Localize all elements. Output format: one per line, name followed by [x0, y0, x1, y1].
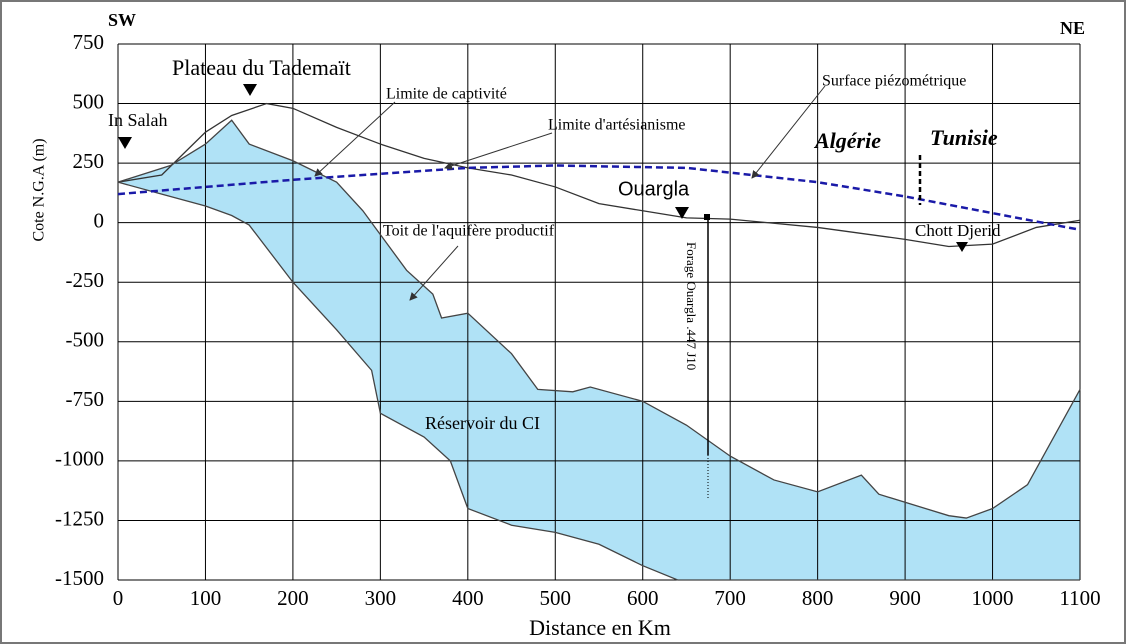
- annotation: NE: [1060, 18, 1085, 38]
- y-tick-label: 0: [94, 208, 105, 232]
- x-tick-label: 900: [889, 586, 921, 610]
- x-tick-label: 1100: [1059, 586, 1100, 610]
- annotation: Forage Ouargla .447 J10: [684, 242, 699, 370]
- annotation: Limite d'artésianisme: [548, 117, 686, 134]
- annotation: In Salah: [108, 110, 167, 130]
- annotation: Algérie: [813, 128, 881, 153]
- x-tick-label: 0: [113, 586, 124, 610]
- y-tick-label: -1500: [55, 566, 104, 590]
- y-tick-label: -500: [66, 328, 105, 352]
- y-tick-label: -250: [66, 268, 105, 292]
- decorations: [118, 84, 968, 500]
- arrow: [409, 245, 459, 301]
- triangle: [956, 242, 968, 252]
- y-tick-label: 500: [73, 89, 105, 113]
- annotation: Limite de captivité: [386, 86, 507, 103]
- arrow: [314, 101, 396, 177]
- y-tick-label: -1000: [55, 447, 104, 471]
- annotation: Tunisie: [930, 125, 998, 150]
- arrow: [751, 85, 826, 179]
- x-axis-label: Distance en Km: [529, 615, 671, 640]
- profile-line: [117, 102, 1081, 248]
- x-tick-label: 400: [452, 586, 484, 610]
- x-tick-label: 1000: [972, 586, 1014, 610]
- piezometric-line: [117, 164, 1081, 232]
- triangle: [675, 207, 689, 219]
- profile-line: [117, 119, 1081, 519]
- annotation: Toit de l'aquifère productif: [383, 223, 555, 240]
- profile-line: [117, 181, 1080, 581]
- y-axis-label: Cote N.G.A (m): [31, 138, 48, 241]
- x-tick-label: 800: [802, 586, 834, 610]
- reservoir-base: [118, 182, 1080, 580]
- x-tick-label: 500: [540, 586, 572, 610]
- triangle: [118, 137, 132, 149]
- triangle: [243, 84, 257, 96]
- well-head: [704, 214, 710, 220]
- annotation: Ouargla: [618, 178, 690, 200]
- y-tick-label: 750: [73, 30, 105, 54]
- annotation: Surface piézométrique: [822, 73, 966, 90]
- y-tick-label: 250: [73, 149, 105, 173]
- x-tick-label: 200: [277, 586, 309, 610]
- arrow: [444, 132, 553, 170]
- x-tick-label: 300: [365, 586, 397, 610]
- annotation: Plateau du Tademaït: [172, 55, 351, 80]
- x-tick-label: 700: [714, 586, 746, 610]
- y-tick-label: -1250: [55, 506, 104, 530]
- annotation: Réservoir du CI: [425, 413, 540, 433]
- annotation: Chott Djerid: [915, 221, 1001, 240]
- annotation: SW: [108, 10, 136, 30]
- x-tick-label: 600: [627, 586, 659, 610]
- x-tick-label: 100: [190, 586, 222, 610]
- y-tick-label: -750: [66, 387, 105, 411]
